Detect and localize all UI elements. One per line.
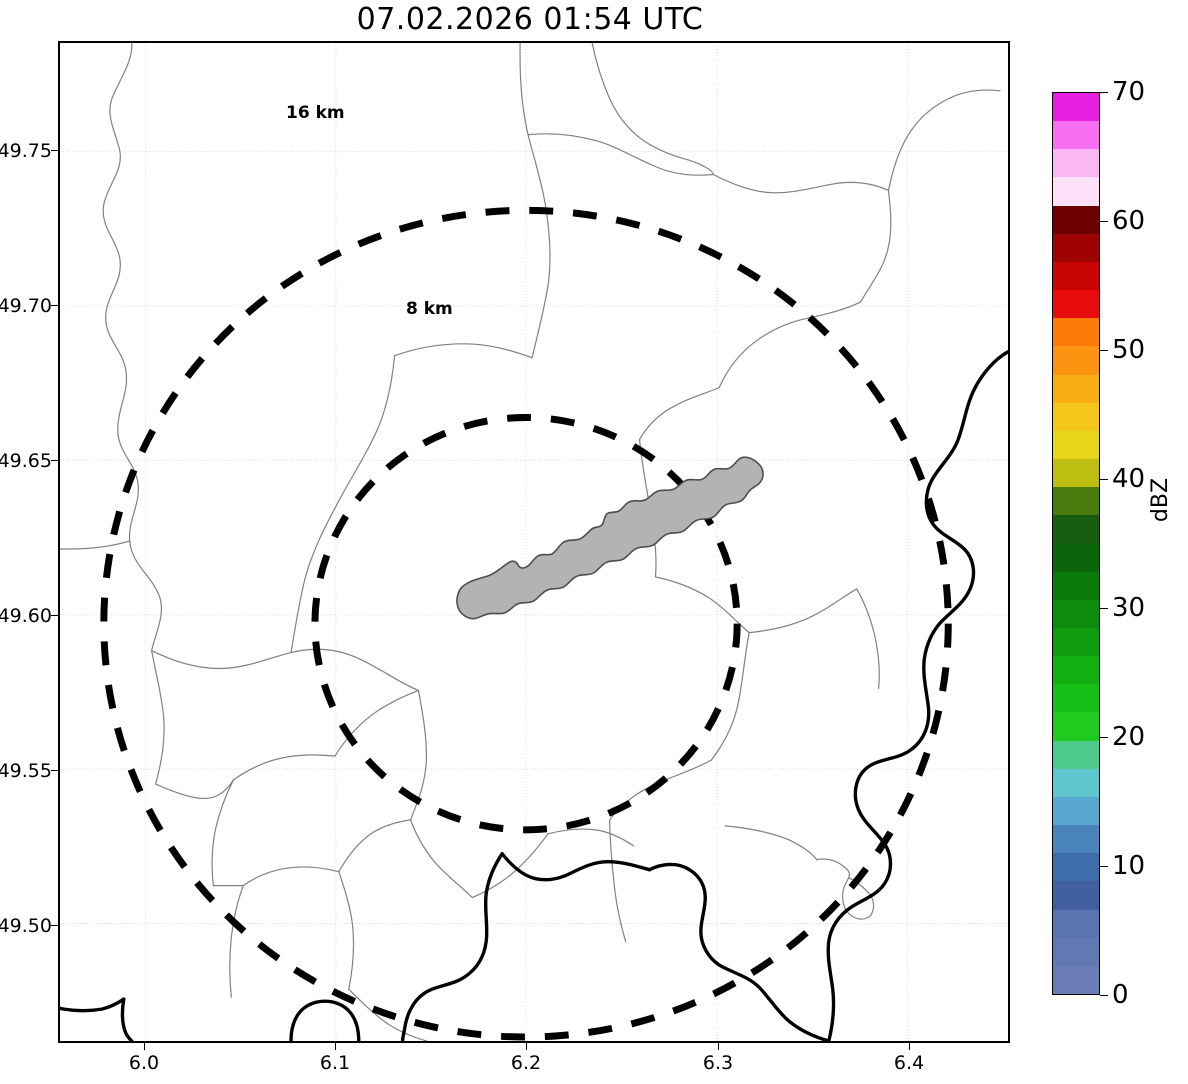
ytick-mark — [51, 305, 58, 306]
colorbar-band — [1053, 487, 1099, 516]
ytick-mark — [51, 150, 58, 151]
colorbar-band — [1053, 93, 1099, 122]
colorbar-band — [1053, 177, 1099, 206]
colorbar-band — [1053, 853, 1099, 882]
colorbar-gradient — [1052, 92, 1100, 995]
colorbar-tick — [1100, 350, 1108, 351]
colorbar-band — [1053, 571, 1099, 600]
xtick-label: 6.4 — [893, 1052, 925, 1074]
colorbar-tick-label: 70 — [1112, 77, 1146, 107]
colorbar-band — [1053, 543, 1099, 572]
colorbar-band — [1053, 881, 1099, 910]
ytick-label: 49.65 — [0, 450, 52, 472]
colorbar-band — [1053, 937, 1099, 966]
colorbar-tick — [1100, 737, 1108, 738]
colorbar-tick-label: 20 — [1112, 722, 1146, 752]
map-canvas — [60, 43, 1008, 1041]
colorbar-tick — [1100, 995, 1108, 996]
xtick-mark — [526, 1043, 527, 1050]
xtick-mark — [909, 1043, 910, 1050]
colorbar-band — [1053, 768, 1099, 797]
range-ring-label-16km: 16 km — [286, 103, 345, 123]
colorbar-band — [1053, 796, 1099, 826]
xtick-label: 6.1 — [319, 1052, 351, 1074]
ytick-label: 49.55 — [0, 760, 52, 782]
ytick-label: 49.70 — [0, 295, 52, 317]
colorbar-tick — [1100, 221, 1108, 222]
range-ring-16km — [100, 206, 952, 1041]
colorbar-band — [1053, 825, 1099, 854]
colorbar-band — [1053, 909, 1099, 938]
colorbar-tick-label: 60 — [1112, 206, 1146, 236]
colorbar-axis-label: dBZ — [1148, 477, 1173, 523]
page-title: 07.02.2026 01:54 UTC — [356, 2, 704, 37]
colorbar-band — [1053, 149, 1099, 178]
ytick-mark — [51, 460, 58, 461]
colorbar: 0 10 20 30 40 50 60 70 — [1052, 77, 1145, 1010]
range-ring-label-8km: 8 km — [406, 299, 453, 319]
range-ring-8km — [311, 414, 741, 834]
ytick-mark — [51, 770, 58, 771]
colorbar-band — [1053, 261, 1099, 291]
colorbar-tick-label: 40 — [1112, 464, 1146, 494]
colorbar-tick — [1100, 92, 1108, 93]
xtick-label: 6.0 — [128, 1052, 160, 1074]
colorbar-band — [1053, 740, 1099, 769]
colorbar-tick — [1100, 866, 1108, 867]
colorbar-band — [1053, 430, 1099, 460]
colorbar-band — [1053, 712, 1099, 741]
ytick-mark — [51, 925, 58, 926]
ytick-label: 49.50 — [0, 915, 52, 937]
colorbar-tick-label: 30 — [1112, 593, 1146, 623]
xtick-label: 6.2 — [510, 1052, 542, 1074]
colorbar-band — [1053, 290, 1099, 319]
ytick-mark — [51, 615, 58, 616]
xtick-mark — [718, 1043, 719, 1050]
colorbar-band — [1053, 233, 1099, 262]
ytick-label: 49.60 — [0, 605, 52, 627]
xtick-label: 6.3 — [702, 1052, 734, 1074]
xtick-mark — [144, 1043, 145, 1050]
colorbar-band — [1053, 684, 1099, 713]
colorbar-band — [1053, 346, 1099, 375]
national-borders — [60, 350, 1008, 1041]
colorbar-band — [1053, 402, 1099, 431]
colorbar-tick-label: 50 — [1112, 335, 1146, 365]
xtick-mark — [335, 1043, 336, 1050]
colorbar-band — [1053, 121, 1099, 150]
colorbar-band — [1053, 205, 1099, 234]
city-polygon — [456, 456, 764, 620]
colorbar-band — [1053, 318, 1099, 347]
colorbar-band — [1053, 599, 1099, 628]
colorbar-band — [1053, 627, 1099, 657]
colorbar-band — [1053, 459, 1099, 488]
colorbar-tick — [1100, 608, 1108, 609]
map-panel — [58, 41, 1010, 1043]
colorbar-band — [1053, 515, 1099, 544]
colorbar-tick-label: 0 — [1112, 980, 1129, 1010]
colorbar-band — [1053, 965, 1099, 994]
admin-boundaries — [60, 43, 1001, 1041]
colorbar-band — [1053, 374, 1099, 403]
ytick-label: 49.75 — [0, 140, 52, 162]
colorbar-tick — [1100, 479, 1108, 480]
colorbar-band — [1053, 656, 1099, 685]
colorbar-tick-label: 10 — [1112, 851, 1146, 881]
